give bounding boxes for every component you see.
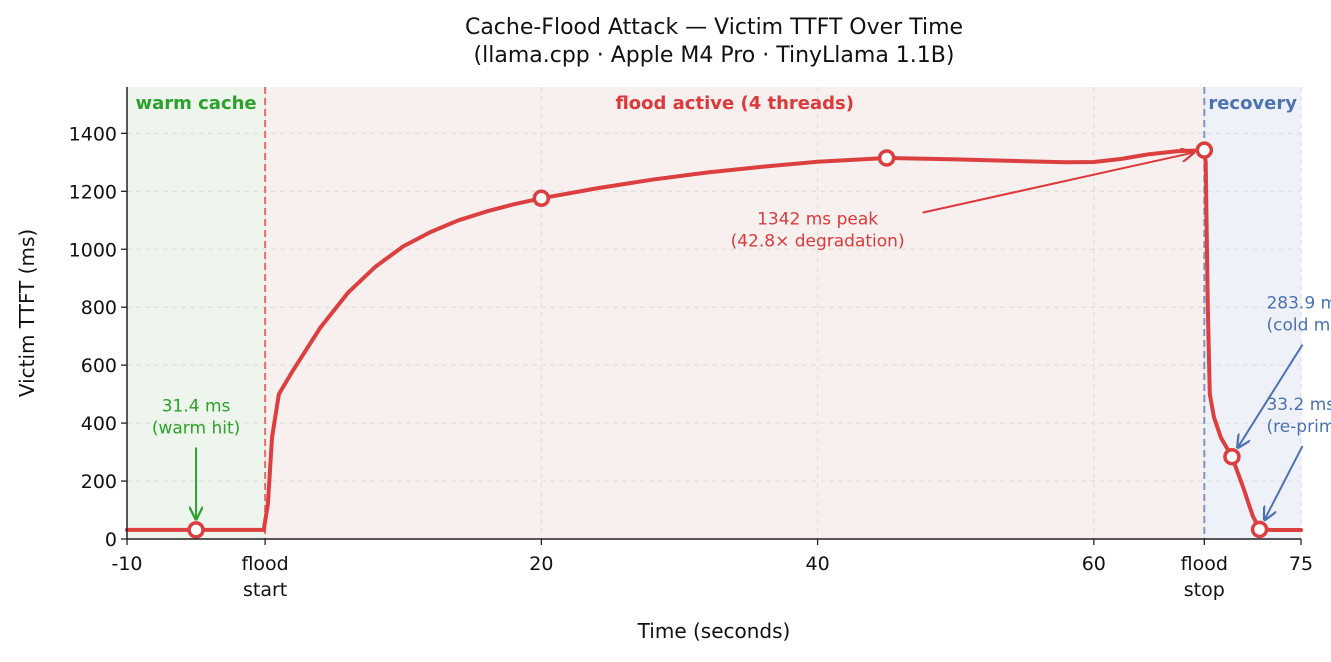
x-tick-label: 40 xyxy=(805,553,829,575)
x-tick-label: start xyxy=(243,579,287,601)
region-label: flood active (4 threads) xyxy=(615,93,854,114)
chart-subtitle: (llama.cpp · Apple M4 Pro · TinyLlama 1.… xyxy=(474,43,955,68)
region-shade xyxy=(265,87,1205,539)
annotation-arrow xyxy=(1265,445,1304,520)
data-point-marker xyxy=(532,189,551,208)
annotation-text: 1342 ms peak xyxy=(757,210,878,230)
y-tick-label: 0 xyxy=(105,529,117,551)
annotation-text: 31.4 ms xyxy=(162,397,231,417)
y-tick-label: 200 xyxy=(81,471,117,493)
y-tick-label: 1200 xyxy=(69,181,117,203)
y-tick-label: 400 xyxy=(81,413,117,435)
annotation-text: 33.2 ms xyxy=(1266,395,1331,415)
annotation: 1342 ms peak(42.8× degradation) xyxy=(731,153,1194,252)
annotation: 33.2 ms(re-primed) xyxy=(1265,395,1331,520)
data-point-marker xyxy=(1195,141,1214,159)
x-tick-label: flood xyxy=(1181,553,1228,575)
data-point-marker xyxy=(1223,447,1241,466)
region-shade xyxy=(1204,87,1301,539)
series-line xyxy=(125,148,1303,532)
data-point-marker xyxy=(877,149,896,167)
region-label: warm cache xyxy=(135,93,256,114)
x-tick-label: -10 xyxy=(111,553,142,575)
region-label: recovery xyxy=(1208,93,1297,114)
annotation-arrow xyxy=(1238,344,1304,448)
y-tick-label: 1400 xyxy=(69,123,117,145)
annotation: 283.9 ms(cold miss) xyxy=(1238,294,1331,448)
data-point-marker xyxy=(187,521,205,539)
annotation-text: (re-primed) xyxy=(1266,417,1331,437)
chart-title: Cache-Flood Attack — Victim TTFT Over Ti… xyxy=(465,15,963,40)
x-axis-label: Time (seconds) xyxy=(637,619,791,643)
annotation-text: 283.9 ms xyxy=(1266,294,1331,314)
y-tick-label: 1000 xyxy=(69,239,117,261)
annotation: 31.4 ms(warm hit) xyxy=(152,397,240,519)
y-axis-label: Victim TTFT (ms) xyxy=(15,229,39,397)
y-tick-label: 600 xyxy=(81,355,117,377)
x-tick-label: 20 xyxy=(529,553,553,575)
annotation-text: (42.8× degradation) xyxy=(731,232,905,252)
data-point-marker xyxy=(1250,520,1269,539)
annotation-arrow xyxy=(922,153,1194,214)
annotation-text: (warm hit) xyxy=(152,419,240,439)
x-tick-label: 60 xyxy=(1082,553,1106,575)
annotation-text: (cold miss) xyxy=(1266,316,1331,336)
y-tick-label: 800 xyxy=(81,297,117,319)
x-tick-label: 75 xyxy=(1289,553,1313,575)
x-tick-label: flood xyxy=(241,553,288,575)
x-tick-label: stop xyxy=(1184,579,1225,601)
